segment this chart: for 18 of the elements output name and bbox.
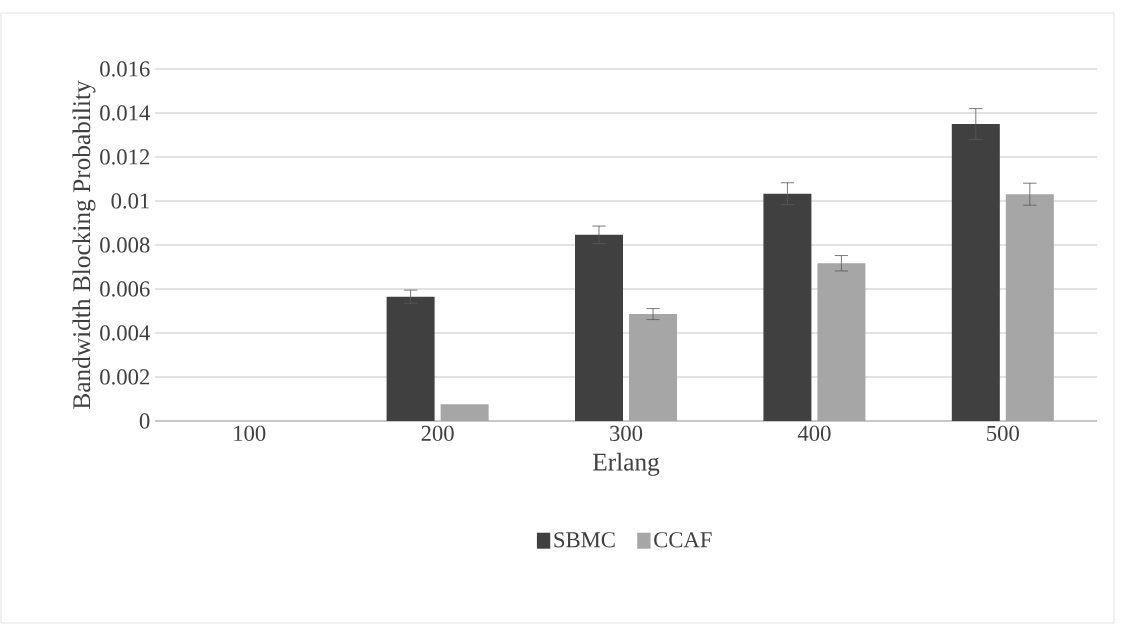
x-axis-title: Erlang [592,452,660,476]
y-tick-label: 0.016 [100,61,150,77]
y-axis-title: Bandwidth Blocking Probability [72,80,96,409]
y-tick-label: 0 [139,413,150,429]
x-tick-label: 200 [421,425,454,442]
x-tick-label: 100 [234,425,266,442]
y-tick-label: 0.012 [100,149,150,165]
x-tick-label: 300 [610,425,643,442]
x-tick-label: 500 [987,425,1019,442]
y-tick-label: 0.01 [111,193,149,209]
y-tick-label: 0.008 [100,237,150,253]
y-tick-label: 0.006 [100,281,150,297]
legend-label: CCAF [654,532,712,548]
x-tick-label: 400 [797,425,831,442]
legend-label: SBMC [554,532,615,548]
y-tick-label: 0.014 [100,105,150,121]
y-tick-label: 0.002 [100,369,150,385]
y-tick-label: 0.004 [100,325,150,341]
